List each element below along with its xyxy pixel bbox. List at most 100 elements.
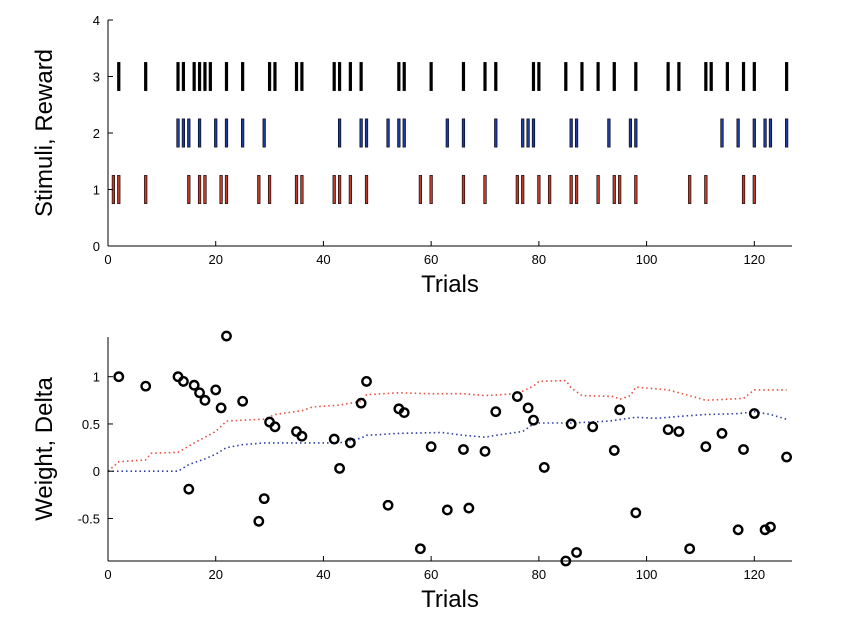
event-mark (187, 175, 191, 204)
event-mark (752, 118, 756, 148)
event-mark (741, 175, 746, 204)
event-mark (181, 62, 186, 91)
event-mark (348, 175, 352, 204)
event-mark (537, 175, 541, 204)
event-mark (596, 62, 600, 91)
event-mark (720, 118, 724, 148)
data-point (334, 462, 345, 474)
x-tick-label: 120 (743, 567, 765, 582)
raster-row-3 (117, 62, 789, 91)
event-mark (569, 118, 573, 148)
event-mark (176, 118, 180, 148)
data-point (759, 524, 771, 536)
axes-0: 0 20 40 60 80 100 120 0 1 2 3 4 Trials Stimuli, Rewar… (31, 13, 792, 298)
raster-row-1 (111, 175, 756, 204)
event-mark (359, 62, 363, 91)
y-tick-label: 0.5 (82, 417, 100, 432)
data-point (194, 387, 205, 399)
data-point (662, 424, 674, 436)
x-tick-label: 20 (208, 252, 222, 267)
event-mark (117, 62, 121, 91)
event-mark (267, 175, 272, 204)
event-mark (176, 62, 180, 91)
weight-delta-plot (107, 330, 793, 567)
x-tick-label: 20 (208, 567, 222, 582)
event-mark (348, 62, 352, 91)
event-mark (612, 175, 616, 204)
event-mark (785, 118, 789, 148)
data-point (398, 407, 410, 419)
event-mark (397, 118, 401, 148)
raster-plot (111, 62, 789, 204)
event-mark (564, 62, 568, 91)
data-point (614, 404, 626, 416)
data-point (511, 391, 523, 402)
event-mark (386, 118, 390, 148)
event-mark (332, 62, 336, 91)
data-point (571, 547, 582, 558)
event-mark (768, 118, 773, 148)
data-point (328, 433, 340, 445)
event-mark (521, 118, 525, 148)
event-mark (181, 118, 186, 148)
event-mark (337, 118, 342, 148)
event-mark (752, 175, 756, 204)
event-mark (752, 62, 756, 91)
event-mark (402, 62, 406, 91)
event-mark (515, 175, 519, 204)
y-tick-label: 3 (93, 70, 100, 85)
x-tick-label: 80 (532, 567, 546, 582)
y-tick-label: 0 (93, 239, 100, 254)
data-point (269, 421, 281, 433)
event-mark (224, 175, 229, 204)
event-mark (741, 62, 746, 91)
event-mark (634, 175, 638, 204)
data-point (199, 394, 211, 406)
data-point (608, 445, 620, 456)
event-mark (359, 118, 363, 148)
data-point (565, 418, 577, 430)
x-tick-label: 80 (532, 252, 546, 267)
y-axis-label: Weight, Delta (31, 377, 58, 521)
event-mark (224, 118, 229, 148)
data-point (441, 504, 453, 516)
data-point (732, 524, 744, 536)
event-mark (612, 62, 616, 91)
raster-row-2 (176, 118, 789, 148)
event-mark (117, 175, 121, 204)
data-point (414, 543, 426, 555)
x-axis-label: Trials (421, 586, 479, 613)
data-point (210, 384, 222, 396)
event-mark (461, 62, 466, 91)
event-mark (208, 62, 212, 91)
data-point (237, 395, 249, 407)
event-mark (429, 62, 433, 91)
event-mark (763, 118, 767, 148)
event-mark (429, 175, 433, 204)
event-mark (214, 118, 218, 148)
x-tick-label: 60 (424, 252, 438, 267)
event-mark (634, 62, 638, 91)
event-mark (187, 118, 191, 148)
event-mark (203, 62, 207, 91)
event-mark (144, 175, 148, 204)
event-mark (197, 62, 202, 91)
event-mark (294, 62, 299, 91)
data-point (113, 371, 125, 383)
event-mark (203, 175, 207, 204)
event-mark (273, 62, 277, 91)
data-point (538, 462, 550, 473)
event-mark (267, 62, 272, 91)
event-mark (364, 118, 369, 148)
event-mark (461, 118, 466, 148)
event-mark (628, 118, 633, 148)
x-tick-label: 100 (636, 567, 658, 582)
event-mark (736, 118, 740, 148)
data-point (188, 379, 200, 391)
series-line-2 (108, 410, 787, 472)
data-point (684, 543, 696, 555)
event-mark (574, 118, 579, 148)
data-point (183, 483, 195, 495)
data-point (587, 421, 599, 433)
data-point (463, 502, 475, 514)
